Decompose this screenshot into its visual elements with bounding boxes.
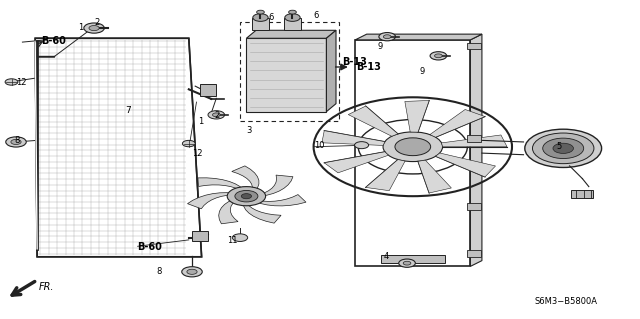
Bar (381, 255, 445, 263)
Text: 8: 8 (157, 267, 162, 276)
Circle shape (232, 234, 248, 241)
Bar (467, 204, 481, 210)
Polygon shape (405, 100, 429, 132)
Circle shape (257, 10, 264, 14)
Text: 1: 1 (78, 23, 83, 32)
Circle shape (187, 269, 197, 274)
Text: 5: 5 (557, 142, 562, 151)
Bar (200, 84, 216, 96)
Polygon shape (348, 106, 398, 136)
Polygon shape (442, 135, 507, 147)
Polygon shape (365, 160, 405, 191)
Text: 12: 12 (16, 78, 26, 87)
Polygon shape (326, 30, 336, 112)
Bar (467, 250, 481, 257)
Text: 6: 6 (269, 13, 274, 22)
Text: B-13: B-13 (342, 57, 367, 67)
Polygon shape (232, 166, 259, 191)
Circle shape (435, 54, 442, 58)
Polygon shape (322, 131, 385, 145)
Circle shape (532, 133, 594, 164)
Circle shape (525, 129, 602, 167)
Polygon shape (260, 175, 293, 196)
Circle shape (395, 138, 431, 156)
Polygon shape (430, 109, 485, 137)
Bar (252, 18, 269, 30)
Bar (355, 40, 470, 266)
Polygon shape (198, 178, 243, 190)
Polygon shape (436, 153, 495, 177)
Text: S6M3−B5800A: S6M3−B5800A (534, 297, 597, 306)
Circle shape (253, 14, 268, 21)
Circle shape (89, 26, 99, 31)
Circle shape (430, 52, 447, 60)
Circle shape (6, 137, 26, 147)
Polygon shape (246, 30, 336, 38)
Bar (467, 43, 481, 49)
Bar (246, 38, 326, 112)
Circle shape (553, 143, 573, 153)
Text: 12: 12 (192, 149, 202, 158)
Circle shape (11, 139, 21, 145)
Circle shape (84, 23, 104, 33)
Circle shape (212, 113, 220, 117)
Polygon shape (355, 34, 482, 40)
Text: 6: 6 (314, 11, 319, 20)
Polygon shape (470, 34, 482, 266)
Circle shape (208, 111, 225, 119)
Polygon shape (219, 199, 238, 224)
Circle shape (285, 14, 300, 21)
Circle shape (289, 10, 296, 14)
Text: FR.: FR. (38, 282, 54, 292)
Text: B-60: B-60 (138, 242, 163, 252)
Bar (467, 136, 481, 142)
Text: 7: 7 (125, 106, 131, 115)
Circle shape (399, 259, 415, 267)
Circle shape (403, 261, 411, 265)
Circle shape (182, 140, 195, 147)
Text: 9: 9 (419, 67, 424, 76)
Polygon shape (418, 160, 451, 193)
Text: 2: 2 (214, 111, 220, 120)
Text: 1: 1 (198, 117, 204, 126)
Polygon shape (243, 203, 281, 223)
Polygon shape (324, 152, 388, 173)
Bar (284, 18, 301, 30)
Text: 2: 2 (95, 18, 100, 27)
Circle shape (227, 187, 266, 206)
Text: 4: 4 (384, 252, 389, 261)
Text: 8: 8 (14, 136, 19, 145)
Text: 9: 9 (378, 42, 383, 51)
Bar (571, 190, 593, 198)
Polygon shape (255, 195, 306, 206)
Polygon shape (188, 193, 234, 209)
Circle shape (241, 194, 252, 199)
Text: 10: 10 (314, 141, 324, 150)
Circle shape (543, 138, 584, 159)
Circle shape (383, 132, 443, 161)
Circle shape (5, 79, 18, 85)
Text: B-13: B-13 (356, 62, 381, 72)
Circle shape (182, 267, 202, 277)
Text: B-60: B-60 (42, 36, 67, 47)
Circle shape (235, 190, 258, 202)
Circle shape (379, 33, 396, 41)
Bar (192, 231, 208, 241)
Circle shape (383, 35, 391, 39)
Text: 11: 11 (227, 236, 237, 245)
Circle shape (355, 142, 369, 149)
Bar (240, 22, 339, 121)
Text: 3: 3 (246, 126, 252, 135)
